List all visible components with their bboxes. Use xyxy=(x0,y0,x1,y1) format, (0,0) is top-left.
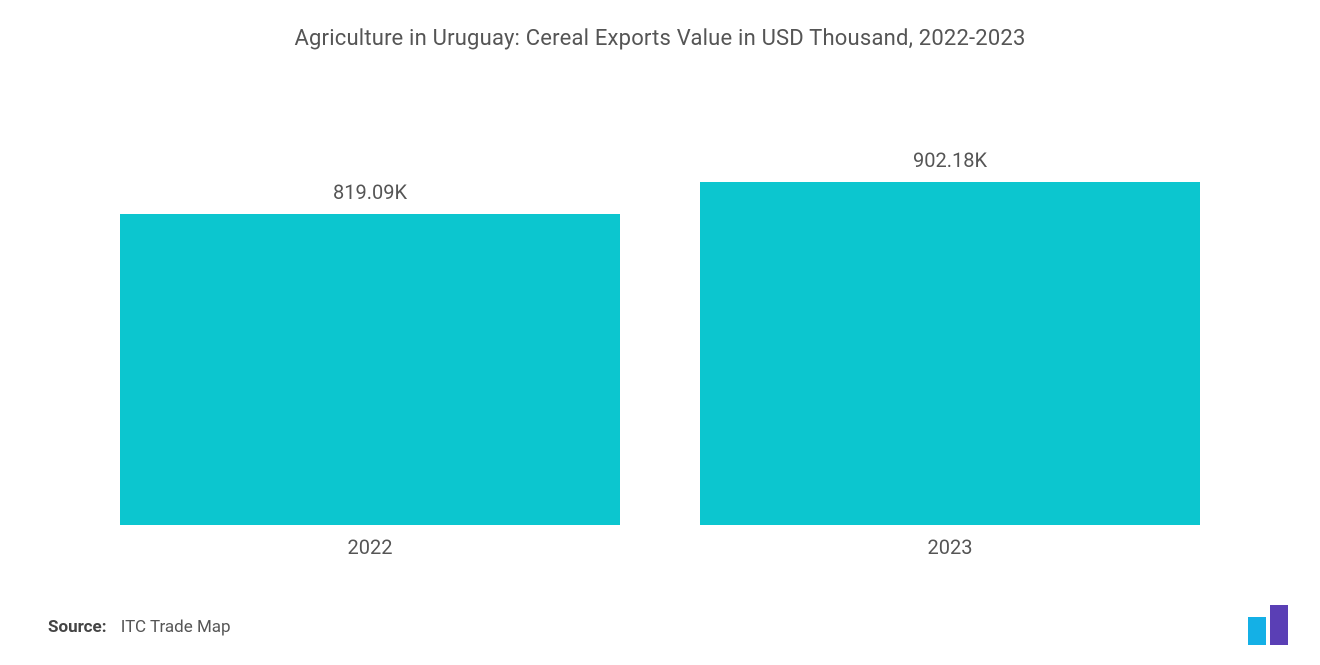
source-label: Source: xyxy=(48,617,106,637)
source-attribution: Source: ITC Trade Map xyxy=(48,617,231,637)
bars-row: 819.09K 902.18K xyxy=(0,105,1320,525)
plot-area: 819.09K 902.18K xyxy=(0,105,1320,525)
category-label-1: 2023 xyxy=(700,535,1200,559)
bar-slot-0: 819.09K xyxy=(120,105,620,525)
bar-rect-0 xyxy=(120,214,620,525)
category-labels-row: 2022 2023 xyxy=(0,535,1320,559)
chart-title: Agriculture in Uruguay: Cereal Exports V… xyxy=(0,0,1320,51)
category-label-0: 2022 xyxy=(120,535,620,559)
bar-slot-1: 902.18K xyxy=(700,105,1200,525)
chart-container: Agriculture in Uruguay: Cereal Exports V… xyxy=(0,0,1320,665)
bar-rect-1 xyxy=(700,182,1200,525)
bar-value-label-1: 902.18K xyxy=(913,148,987,172)
source-text: ITC Trade Map xyxy=(121,617,231,637)
brand-logo-icon xyxy=(1232,605,1288,645)
bar-value-label-0: 819.09K xyxy=(333,180,407,204)
